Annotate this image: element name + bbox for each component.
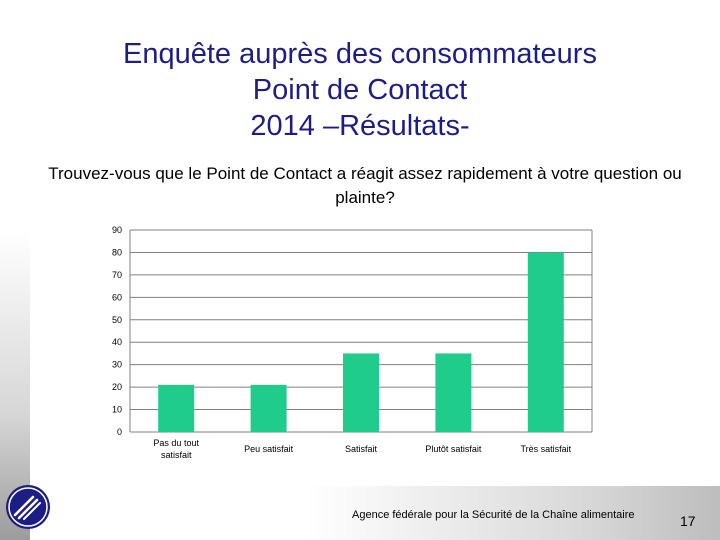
y-tick-label: 90 [112, 225, 122, 235]
x-tick-label-line: satisfait [161, 450, 192, 460]
x-tick-label: Très satisfait [520, 444, 571, 454]
x-tick-label-line: Satisfait [345, 444, 378, 454]
footer-agency-name: Agence fédérale pour la Sécurité de la C… [352, 509, 635, 521]
afsca-logo-icon [6, 485, 50, 529]
page-number: 17 [680, 513, 696, 529]
y-tick-label: 60 [112, 292, 122, 302]
y-tick-label: 0 [117, 427, 122, 437]
y-tick-label: 50 [112, 315, 122, 325]
y-tick-label: 80 [112, 247, 122, 257]
y-tick-label: 70 [112, 270, 122, 280]
bar-3 [343, 353, 379, 432]
x-tick-label-line: Pas du tout [153, 438, 199, 448]
x-tick-label: Pas du tout satisfait [153, 438, 199, 460]
y-tick-label: 20 [112, 382, 122, 392]
bar-2 [250, 384, 287, 432]
x-tick-label: Satisfait [345, 444, 378, 454]
footer-band [30, 486, 720, 540]
x-tick-label-line: Plutôt satisfait [425, 444, 482, 454]
slide-title: Enquête auprès des consommateurs Point d… [0, 36, 720, 144]
title-line-1: Enquête auprès des consommateurs [123, 38, 597, 70]
x-tick-label: Peu satisfait [244, 444, 294, 454]
x-tick-label-line: Peu satisfait [244, 444, 294, 454]
bar-4 [435, 353, 472, 432]
bar-5 [527, 252, 564, 432]
bar-1 [158, 384, 195, 432]
y-tick-label: 40 [112, 337, 122, 347]
y-tick-label: 10 [112, 405, 122, 415]
x-tick-label-line: Très satisfait [520, 444, 571, 454]
x-tick-label: Plutôt satisfait [425, 444, 482, 454]
survey-question: Trouvez-vous que le Point de Contact a r… [48, 164, 682, 207]
title-line-2: Point de Contact [252, 74, 468, 106]
title-line-3: 2014 –Résultats- [250, 110, 470, 142]
y-tick-label: 30 [112, 360, 122, 370]
